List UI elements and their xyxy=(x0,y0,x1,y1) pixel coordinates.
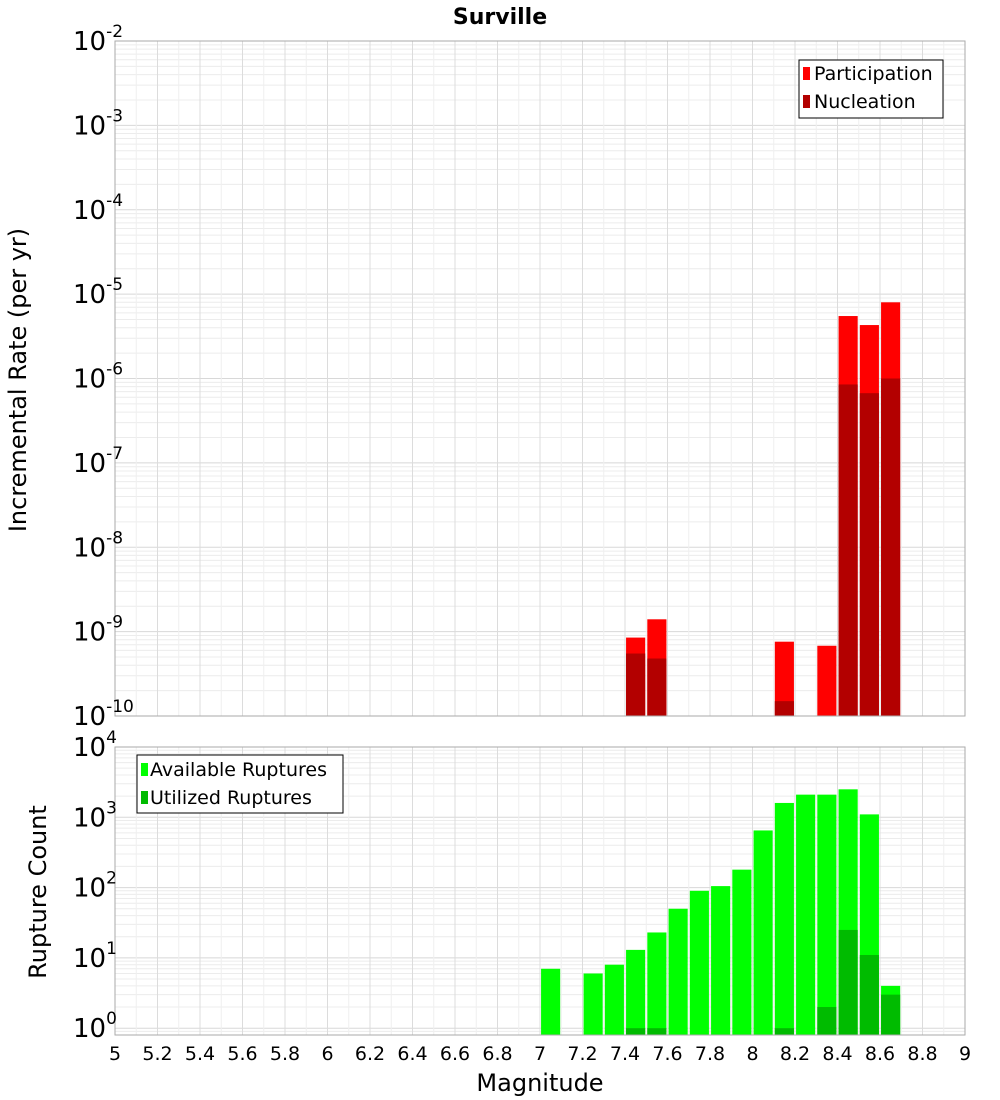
top-bar-nucleation xyxy=(647,658,667,716)
top-y-tick-label: 10-5 xyxy=(73,275,123,310)
x-tick-label: 6.8 xyxy=(482,1043,512,1065)
x-tick-label: 7.6 xyxy=(652,1043,682,1065)
x-axis-label: Magnitude xyxy=(476,1069,603,1097)
bottom-bar-utilized-ruptures xyxy=(817,1007,837,1035)
bottom-bar-utilized-ruptures xyxy=(881,994,901,1035)
x-tick-label: 5 xyxy=(109,1043,121,1065)
bottom-plot-frame xyxy=(114,746,966,1036)
bottom-bar-available-ruptures xyxy=(541,968,561,1035)
bottom-bar-available-ruptures xyxy=(583,973,603,1035)
bottom-y-tick-label: 104 xyxy=(73,728,117,763)
bottom-y-tick-label: 101 xyxy=(73,939,117,974)
top-bar-nucleation xyxy=(626,653,646,716)
x-tick-label: 6.4 xyxy=(397,1043,427,1065)
bottom-legend-box xyxy=(136,754,344,814)
legend-label-participation: Participation xyxy=(814,63,933,85)
bottom-bar-utilized-ruptures xyxy=(859,954,879,1035)
legend-swatch-available-ruptures xyxy=(141,763,148,776)
top-y-tick-label: 10-3 xyxy=(73,106,123,141)
top-plot: 10-2 10-3 10-4 10-5 10-6 10-7 10-8 10-9 10-10 In… xyxy=(4,22,966,732)
bottom-bar-available-ruptures xyxy=(732,869,752,1035)
x-tick-label: 5.6 xyxy=(227,1043,257,1065)
top-y-tick-label: 10-6 xyxy=(73,360,123,395)
bottom-bar-utilized-ruptures xyxy=(774,1028,794,1035)
bottom-y-axis-label: Rupture Count xyxy=(24,805,52,979)
x-ticks: 5 5.2 5.4 5.6 5.8 6 6.2 6.4 6.6 6.8 7 7.2 7.4 7.6 7.8 8… xyxy=(109,1043,971,1065)
x-tick-label: 8.4 xyxy=(822,1043,852,1065)
top-legend-box xyxy=(798,59,944,119)
x-tick-label: 7 xyxy=(534,1043,546,1065)
x-tick-label: 7.2 xyxy=(567,1043,597,1065)
top-y-tick-label: 10-10 xyxy=(73,697,134,732)
top-y-ticks: 10-2 10-3 10-4 10-5 10-6 10-7 10-8 10-9 10-10 xyxy=(73,22,134,732)
bottom-plot: 104 103 102 101 100 5 5.2 5.4 5.6 5.8 6 6.2 6.4 6.6 6… xyxy=(24,728,971,1097)
x-tick-label: 9 xyxy=(959,1043,971,1065)
bottom-bar-available-ruptures xyxy=(647,932,667,1035)
bottom-bar-available-ruptures xyxy=(689,890,709,1035)
bottom-bar-available-ruptures xyxy=(817,794,837,1035)
bottom-bar-utilized-ruptures xyxy=(838,929,858,1035)
x-tick-label: 8.2 xyxy=(780,1043,810,1065)
legend-swatch-participation xyxy=(803,67,810,80)
bottom-legend: Available Ruptures Utilized Ruptures xyxy=(136,754,344,814)
x-tick-label: 5.2 xyxy=(142,1043,172,1065)
bottom-bar-available-ruptures xyxy=(626,949,646,1035)
x-tick-label: 8.8 xyxy=(907,1043,937,1065)
top-bar-nucleation xyxy=(859,393,879,716)
bottom-bar-available-ruptures xyxy=(774,802,794,1035)
top-bar-participation xyxy=(774,641,794,716)
x-tick-label: 5.4 xyxy=(185,1043,215,1065)
chart-title: Surville xyxy=(453,5,547,30)
bottom-bar-available-ruptures xyxy=(753,830,773,1035)
bottom-bars xyxy=(541,789,901,1035)
x-tick-label: 7.8 xyxy=(695,1043,725,1065)
bottom-bar-available-ruptures xyxy=(668,908,688,1035)
legend-label-available-ruptures: Available Ruptures xyxy=(150,759,327,781)
bottom-y-tick-label: 102 xyxy=(73,869,117,904)
bottom-bar-available-ruptures xyxy=(796,794,816,1035)
bottom-y-tick-label: 103 xyxy=(73,798,117,833)
legend-label-nucleation: Nucleation xyxy=(814,91,916,113)
top-y-tick-label: 10-8 xyxy=(73,528,123,563)
legend-label-utilized-ruptures: Utilized Ruptures xyxy=(150,787,312,809)
x-tick-label: 7.4 xyxy=(610,1043,640,1065)
top-y-tick-label: 10-4 xyxy=(73,191,123,226)
top-y-tick-label: 10-9 xyxy=(73,613,123,648)
top-bar-nucleation xyxy=(774,701,794,716)
x-tick-label: 5.8 xyxy=(270,1043,300,1065)
bottom-bar-available-ruptures xyxy=(604,964,624,1035)
x-tick-label: 6.6 xyxy=(440,1043,470,1065)
x-tick-label: 6.2 xyxy=(355,1043,385,1065)
top-y-tick-label: 10-2 xyxy=(73,22,123,57)
legend-swatch-utilized-ruptures xyxy=(141,791,148,804)
bottom-bar-utilized-ruptures xyxy=(647,1028,667,1035)
bottom-bar-available-ruptures xyxy=(711,886,731,1035)
top-plot-frame xyxy=(114,40,966,717)
top-bar-nucleation xyxy=(881,378,901,716)
legend-swatch-nucleation xyxy=(803,95,810,108)
top-grid xyxy=(114,41,966,716)
x-tick-label: 6 xyxy=(321,1043,333,1065)
top-bar-participation xyxy=(817,645,837,716)
bottom-y-tick-label: 100 xyxy=(73,1009,117,1044)
x-tick-label: 8 xyxy=(746,1043,758,1065)
bottom-bar-utilized-ruptures xyxy=(626,1028,646,1035)
bottom-y-ticks: 104 103 102 101 100 xyxy=(73,728,117,1044)
top-bar-nucleation xyxy=(838,384,858,716)
top-y-tick-label: 10-7 xyxy=(73,444,123,479)
top-bars xyxy=(626,302,901,716)
top-legend: Participation Nucleation xyxy=(798,59,944,119)
top-y-axis-label: Incremental Rate (per yr) xyxy=(4,228,32,532)
x-tick-label: 8.6 xyxy=(865,1043,895,1065)
